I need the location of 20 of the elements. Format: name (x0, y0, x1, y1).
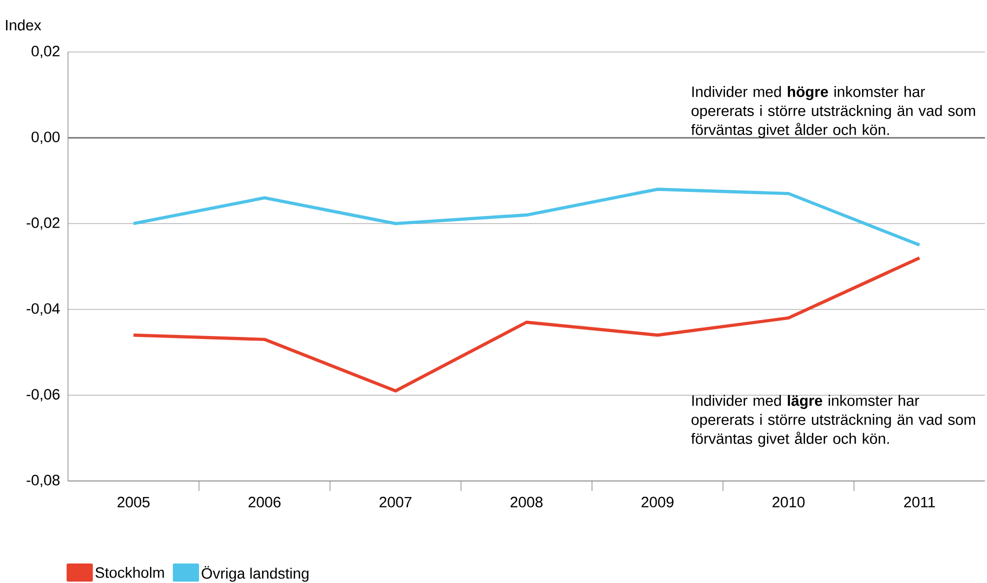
y-tick-label: 0,02 (32, 46, 60, 58)
line-series (132, 256, 922, 392)
y-tick-label: -0,06 (26, 388, 60, 402)
x-tick-label: 2009 (642, 496, 674, 508)
x-tick-label: 2005 (118, 496, 150, 508)
legend-label: Stockholm (95, 566, 164, 578)
x-tick-label: 2011 (904, 496, 935, 508)
x-tick-label: 2010 (772, 496, 805, 508)
x-tick-label: 2008 (510, 496, 543, 508)
line-series (132, 188, 922, 247)
x-tick-label: 2007 (380, 496, 412, 508)
y-tick-label: -0,04 (26, 303, 60, 316)
annotation: Individer med lägre inkomster har opererats i större utsträckning än vad som förväntas givet ålder och kön. (691, 394, 976, 447)
y-axis-title: Index (6, 19, 42, 30)
y-tick-label: -0,08 (26, 474, 60, 488)
legend-label: Övriga landsting (202, 566, 308, 582)
x-tick-label: 2006 (248, 496, 281, 508)
annotation: Individer med högre inkomster har opererats i större utsträckning än vad som förväntas givet ålder och kön. (691, 86, 976, 138)
y-tick-label: -0,02 (26, 217, 60, 230)
y-tick-label: 0,00 (32, 132, 60, 144)
